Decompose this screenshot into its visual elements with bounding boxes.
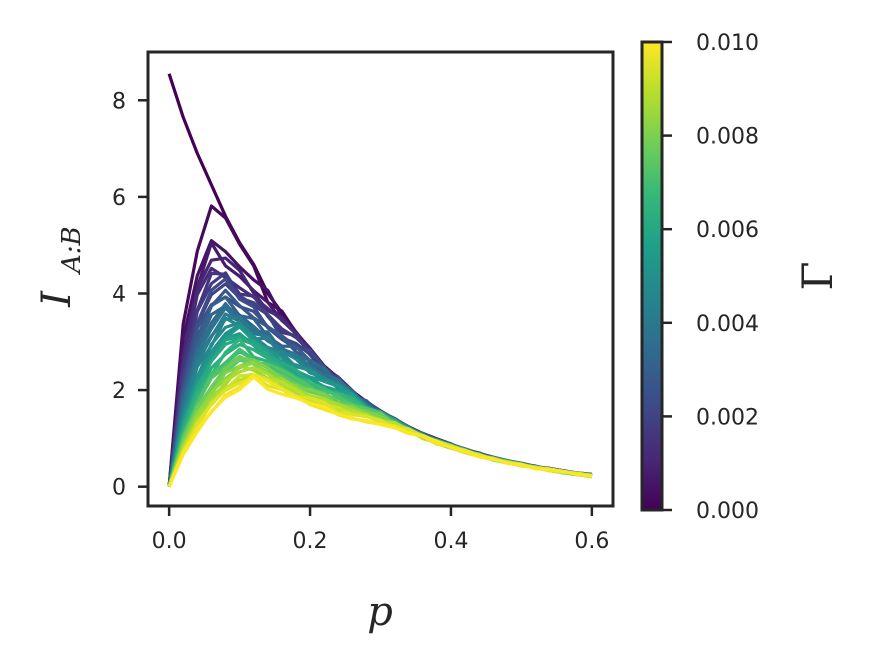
colorbar [642,42,662,510]
y-tick-label: 2 [112,379,126,404]
y-tick-label: 4 [112,282,126,307]
colorbar-tick-label: 0.002 [696,405,759,430]
y-tick-label: 0 [112,476,126,501]
colorbar-axis: 0.000 0.002 0.004 0.006 0.008 0.010 [662,31,759,524]
x-axis: 0.0 0.2 0.4 0.6 [152,506,609,554]
x-tick-label: 0.0 [152,529,187,554]
x-tick-label: 0.4 [433,529,468,554]
colorbar-tick-label: 0.008 [696,125,759,150]
colorbar-tick-label: 0.004 [696,312,759,337]
y-tick-label: 6 [112,186,126,211]
y-axis-label: I A:B [34,226,87,308]
series-line [167,316,592,488]
x-axis-label: p [367,589,393,635]
colorbar-tick-label: 0.006 [696,218,759,243]
colorbar-tick-label: 0.000 [696,499,759,524]
colorbar-label: Γ [793,261,842,290]
plot-frame [146,50,615,508]
series-line [167,372,593,488]
x-tick-label: 0.2 [293,529,328,554]
colorbar-tick-label: 0.010 [696,31,759,56]
series-lines [167,73,593,488]
y-axis: 0 2 4 6 8 [112,89,148,501]
x-tick-label: 0.6 [574,529,609,554]
colorbar-frame [640,40,664,512]
series-line [167,375,593,488]
y-axis-label-sub: A:B [57,226,87,275]
y-axis-label-main: I [34,290,80,308]
y-tick-label: 8 [112,89,126,114]
